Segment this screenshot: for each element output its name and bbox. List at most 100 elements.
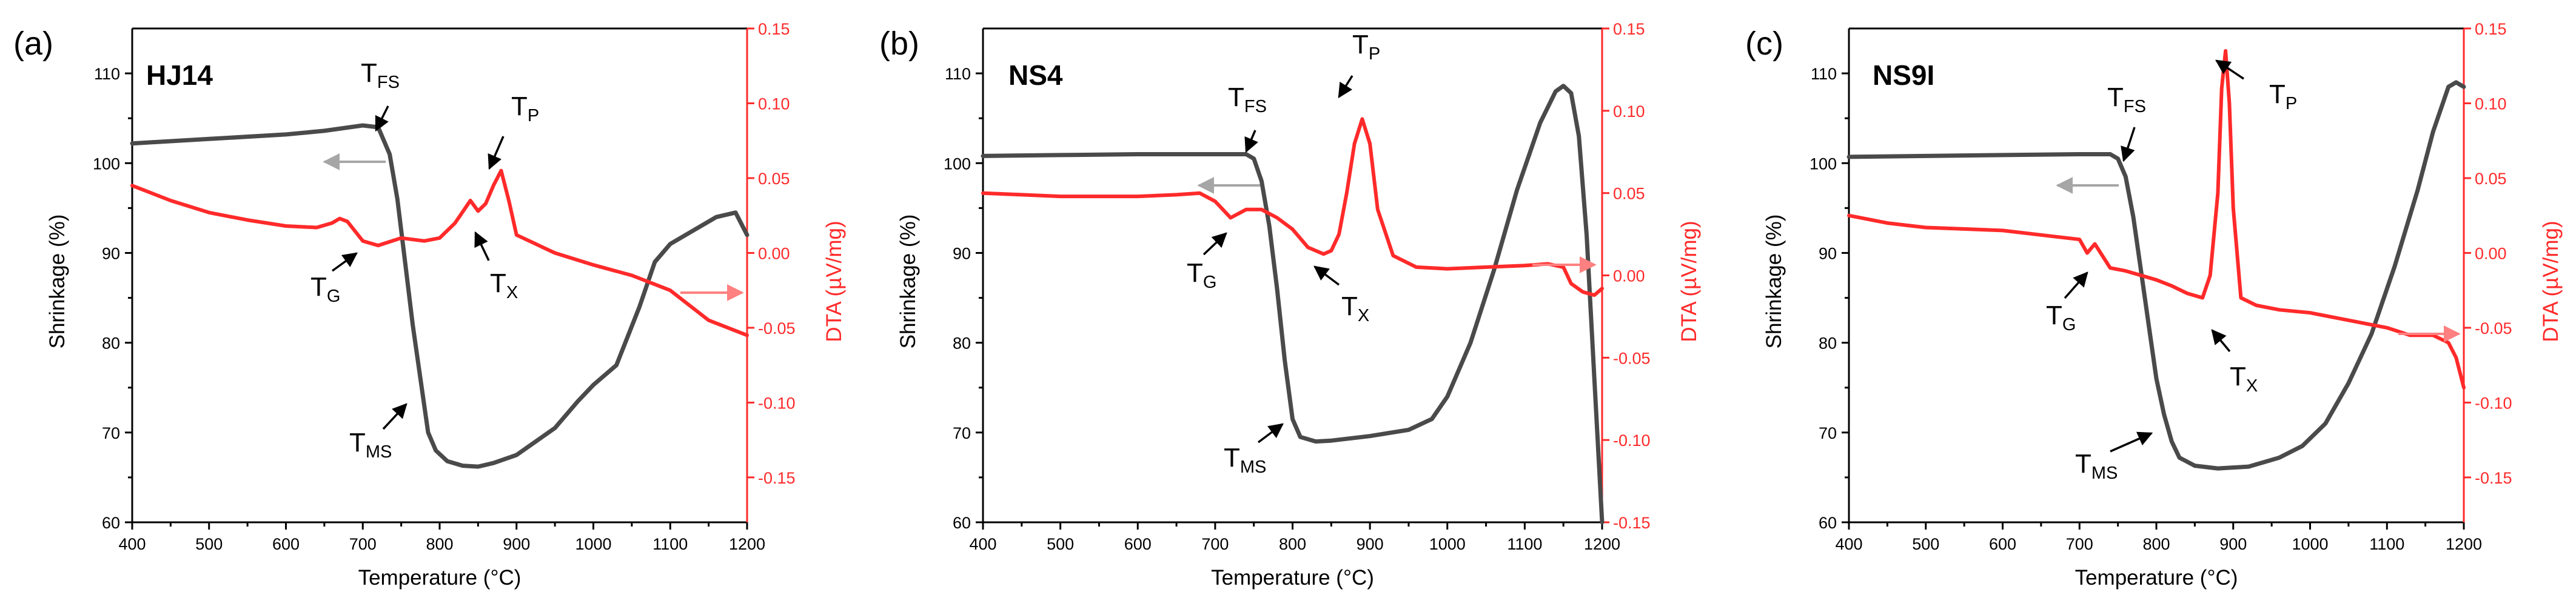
y-left-tick-label: 110 (945, 65, 971, 83)
x-tick-label: 1100 (2369, 535, 2404, 553)
shrinkage-series-line (1846, 80, 2466, 471)
x-tick-label: 1200 (2446, 535, 2482, 553)
annotation-x: TX (490, 268, 518, 302)
y-left-tick-label: 100 (93, 155, 120, 173)
sample-label: HJ14 (146, 59, 213, 91)
x-axis-title: Temperature (°C) (358, 566, 522, 590)
y-right-tick-label: -0.05 (1613, 349, 1651, 367)
y-left-tick-label: 110 (1811, 65, 1837, 83)
x-tick-label: 1000 (1429, 535, 1466, 553)
annotation-fs: TFS (361, 58, 400, 92)
y-right-tick-label: 0.00 (2475, 244, 2507, 262)
annotation-arrow (1257, 423, 1284, 444)
y-right-axis-title: DTA (µV/mg) (2539, 221, 2563, 342)
x-tick-label: 900 (2219, 535, 2247, 553)
y-left-tick-label: 90 (102, 244, 120, 262)
x-tick-label: 400 (969, 535, 996, 553)
panel-0: 400 500 600 700 800 900 1000 1100 1200 60 70 80 90 10… (13, 20, 846, 590)
annotation-arrow (1338, 75, 1353, 99)
annotation-arrow (2064, 271, 2088, 299)
annotation-fs: TFS (1228, 82, 1267, 116)
sample-label: NS4 (1008, 59, 1063, 91)
annotation-arrow (2121, 127, 2136, 162)
y-right-tick-label: 0.00 (758, 244, 790, 262)
y-right-tick-label: 0.05 (758, 170, 790, 188)
x-tick-label: 500 (1912, 535, 1939, 553)
y-right-tick-label: -0.10 (2475, 394, 2512, 412)
x-tick-label: 800 (2142, 535, 2170, 553)
y-left-tick-label: 80 (102, 334, 120, 353)
y-right-tick-label: 0.10 (1613, 102, 1645, 121)
dta-series-line (1847, 49, 2466, 390)
y-left-tick-label: 90 (1819, 244, 1837, 262)
annotation-g: TG (1187, 258, 1216, 292)
y-left-tick-label: 110 (94, 65, 120, 83)
sample-label: NS9I (1873, 59, 1934, 91)
annotation-x: TX (2230, 362, 2258, 396)
y-left-tick-label: 70 (102, 424, 120, 442)
y-right-tick-label: -0.05 (758, 319, 796, 337)
y-right-tick-label: -0.05 (2475, 319, 2512, 337)
annotation-ms: TMS (2075, 449, 2118, 483)
y-right-axis-title: DTA (µV/mg) (1677, 221, 1701, 342)
x-tick-label: 500 (195, 535, 223, 553)
annotation-arrow (2110, 431, 2153, 453)
x-axis-title: Temperature (°C) (2075, 566, 2238, 590)
x-tick-label: 400 (118, 535, 146, 553)
y-right-tick-label: 0.05 (1613, 185, 1645, 203)
annotation-arrow (2215, 59, 2244, 80)
panel-label: (b) (879, 25, 919, 62)
annotation-p: TP (511, 91, 539, 125)
annotation-x: TX (1341, 291, 1369, 325)
panel-label: (c) (1745, 25, 1783, 62)
panel-2: 400 500 600 700 800 900 1000 1100 1200 60 70 80 90 10… (1745, 20, 2563, 590)
x-tick-label: 600 (1989, 535, 2016, 553)
annotation-arrow (331, 252, 358, 272)
y-right-tick-label: 0.00 (1613, 267, 1645, 285)
annotation-ms: TMS (349, 428, 392, 462)
y-right-tick-label: 0.10 (2475, 95, 2507, 113)
x-tick-label: 700 (349, 535, 377, 553)
x-tick-label: 1100 (652, 535, 688, 553)
dta-series-line (130, 168, 749, 337)
x-tick-label: 1200 (1584, 535, 1620, 553)
annotation-arrow (474, 231, 490, 261)
x-axis-title: Temperature (°C) (1211, 566, 1374, 590)
y-left-tick-label: 100 (944, 155, 971, 173)
annotation-fs: TFS (2107, 82, 2146, 116)
x-tick-label: 600 (1124, 535, 1152, 553)
annotation-arrow (2211, 329, 2231, 353)
x-tick-label: 600 (272, 535, 300, 553)
x-tick-label: 1200 (729, 535, 765, 553)
x-tick-label: 1100 (1507, 535, 1542, 553)
annotation-ms: TMS (1224, 443, 1266, 477)
y-left-tick-label: 90 (953, 244, 971, 262)
y-right-tick-label: -0.10 (1613, 431, 1651, 450)
annotation-p: TP (2269, 79, 2297, 113)
y-left-tick-label: 60 (1819, 514, 1837, 532)
shrinkage-series-line (981, 84, 1605, 525)
y-left-tick-label: 80 (953, 334, 971, 353)
x-tick-label: 700 (2066, 535, 2093, 553)
panel-label: (a) (13, 25, 53, 62)
x-tick-label: 400 (1835, 535, 1862, 553)
annotation-arrow (382, 403, 408, 430)
y-right-tick-label: 0.05 (2475, 170, 2507, 188)
y-left-tick-label: 60 (102, 514, 120, 532)
x-tick-label: 800 (1279, 535, 1306, 553)
y-right-tick-label: 0.15 (2475, 20, 2507, 38)
y-right-tick-label: -0.10 (758, 394, 796, 412)
annotation-arrow (488, 136, 505, 170)
y-right-axis-title: DTA (µV/mg) (822, 221, 846, 342)
y-right-tick-label: -0.15 (758, 469, 796, 487)
y-left-tick-label: 100 (1810, 155, 1837, 173)
dta-series-line (981, 117, 1604, 298)
y-left-axis-title: Shrinkage (%) (1762, 214, 1786, 349)
y-left-axis-title: Shrinkage (%) (896, 214, 920, 349)
x-tick-label: 1000 (2292, 535, 2328, 553)
annotation-g: TG (310, 272, 340, 306)
panel-1: 400 500 600 700 800 900 1000 1100 1200 60 70 80 90 10… (879, 20, 1701, 590)
y-left-tick-label: 60 (953, 514, 971, 532)
y-right-tick-label: 0.15 (1613, 20, 1645, 38)
